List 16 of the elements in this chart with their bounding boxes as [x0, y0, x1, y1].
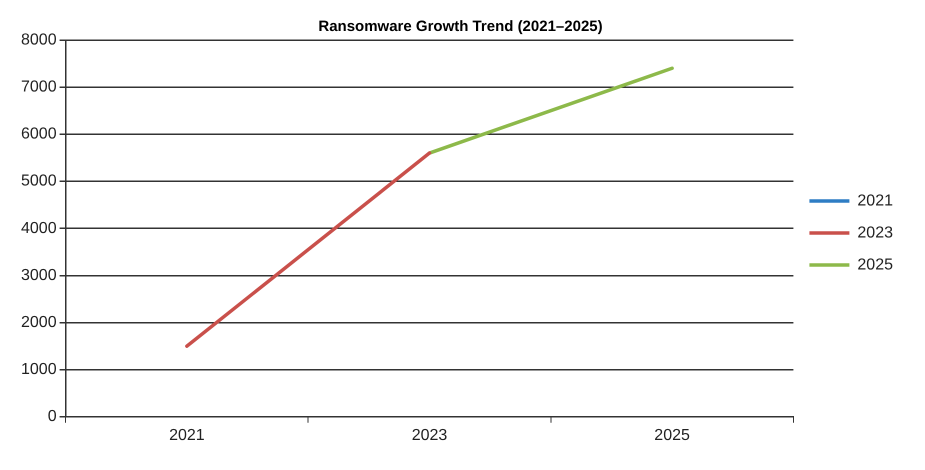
y-tick-label: 0 — [48, 408, 57, 426]
y-tick-label: 3000 — [21, 266, 57, 284]
x-tick-label: 2021 — [169, 426, 205, 444]
x-tick-label: 2025 — [654, 426, 690, 444]
chart-title: Ransomware Growth Trend (2021–2025) — [318, 18, 603, 36]
y-tick-label: 7000 — [21, 78, 57, 96]
legend-label: 2023 — [857, 224, 894, 242]
y-tick-label: 6000 — [21, 126, 57, 143]
legend-label: 2021 — [857, 192, 894, 210]
y-tick-label: 8000 — [21, 31, 57, 48]
x-tick-label: 2023 — [412, 426, 448, 444]
y-tick-label: 5000 — [21, 172, 57, 190]
y-tick-label: 2000 — [21, 314, 57, 332]
legend-label: 2025 — [857, 256, 894, 274]
y-tick-label: 1000 — [21, 361, 57, 378]
y-tick-label: 4000 — [21, 220, 57, 237]
